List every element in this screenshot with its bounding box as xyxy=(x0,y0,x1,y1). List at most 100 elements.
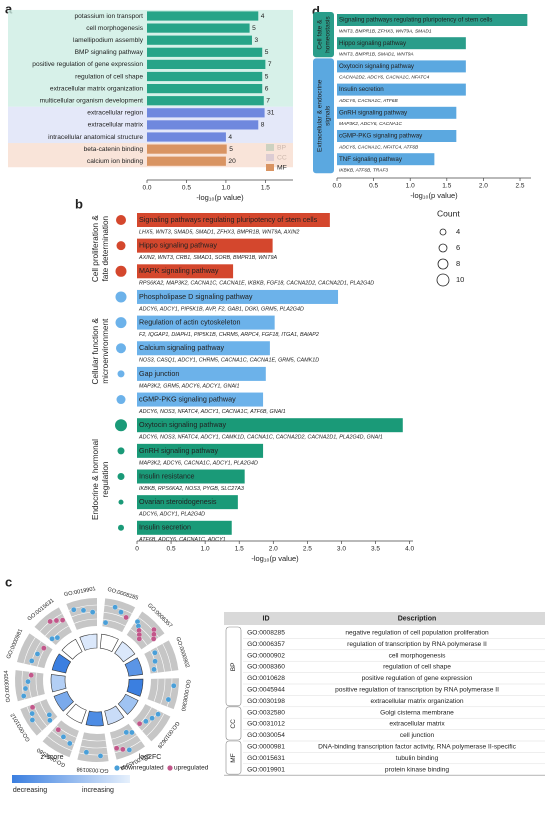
table-cell: Golgi cisterna membrane xyxy=(380,709,454,716)
group-box xyxy=(313,12,334,58)
table-cell: cell morphogenesis xyxy=(389,652,447,659)
size-legend-label: 8 xyxy=(456,259,460,268)
term-sector xyxy=(77,732,109,762)
table-cell: GO:0006357 xyxy=(247,641,285,648)
count-label: 31 xyxy=(267,110,275,117)
sector-grid xyxy=(111,729,133,740)
legend-label: MF xyxy=(277,164,287,171)
gene-dot xyxy=(97,753,104,759)
bar xyxy=(147,84,263,94)
count-label: 5 xyxy=(265,49,269,56)
gene-dot xyxy=(165,696,172,703)
count-label: 5 xyxy=(265,73,269,80)
size-legend-label: 4 xyxy=(456,227,460,236)
pathway-label: Insulin secretion xyxy=(339,86,384,93)
term-sector xyxy=(20,699,58,736)
bar xyxy=(137,315,275,330)
count-label: 7 xyxy=(268,61,272,68)
bar xyxy=(137,289,339,304)
group-label: microenvironment xyxy=(101,318,110,384)
x-axis-label: -log₁₀(p value) xyxy=(251,554,299,563)
pathway-label: Signaling pathways regulating pluripoten… xyxy=(139,215,318,224)
gene-dot xyxy=(59,617,66,623)
size-legend-dot xyxy=(438,243,448,253)
bar xyxy=(337,106,457,119)
gene-dot xyxy=(120,746,126,753)
gene-dot xyxy=(152,649,158,656)
sector-grid xyxy=(71,611,98,618)
bar xyxy=(137,341,270,356)
count-label: 8 xyxy=(261,122,265,129)
term-sector xyxy=(147,678,179,710)
gene-list: ADCY6, NOS3, NFATC4, ADCY1, CACNA1C, ATF… xyxy=(138,409,286,415)
category-label: positive regulation of gene expression xyxy=(32,61,143,68)
pathway-label: Insulin secretion xyxy=(139,523,191,532)
bar xyxy=(147,11,259,21)
x-tick-label: 4.0 xyxy=(405,546,414,553)
bar xyxy=(147,132,226,142)
sector-grid xyxy=(44,619,66,637)
pathway-label: Gap junction xyxy=(139,369,179,378)
zscore-gradient xyxy=(12,775,130,783)
sector-grid xyxy=(141,710,159,732)
sector-grid xyxy=(35,672,39,696)
gene-dot xyxy=(55,726,62,733)
gene-list: ADCY6, CACNA1C, NFATC4, ATF6B xyxy=(338,144,419,150)
gene-list: ADCY6, ADCY1, PLA2G4D xyxy=(138,512,205,518)
panel-letter: b xyxy=(75,196,83,211)
sector-grid xyxy=(68,604,98,611)
legend-title: z-score xyxy=(41,754,64,761)
gene-dot xyxy=(149,715,155,721)
table-cell: extracellular matrix organization xyxy=(370,698,463,705)
gene-dot xyxy=(129,729,135,736)
x-tick-label: 3.0 xyxy=(337,546,346,553)
table-header xyxy=(224,612,545,625)
bar xyxy=(337,37,466,50)
sector-grid xyxy=(80,745,107,749)
pathway-label: Insulin resistance xyxy=(139,471,195,480)
table-group-cell xyxy=(225,740,242,775)
gene-list: RPS6KA2, MAP3K2, CACNA1C, CACNA1E, IKBKB… xyxy=(139,281,374,287)
table-cell: GO:0008285 xyxy=(247,629,285,636)
x-tick-label: 1.5 xyxy=(442,183,451,190)
table-cell: tubulin binding xyxy=(396,755,439,762)
zscore-cell xyxy=(61,638,83,660)
x-tick-label: 0 xyxy=(135,546,139,553)
size-legend-label: 6 xyxy=(456,243,460,252)
term-sector xyxy=(132,704,171,742)
term-sector xyxy=(109,723,145,760)
table-group-cell xyxy=(225,706,242,741)
sector-grid xyxy=(74,618,98,624)
bar xyxy=(137,418,403,433)
table-group-label: BP xyxy=(230,663,237,672)
gene-dot xyxy=(28,672,34,678)
bar xyxy=(137,264,234,279)
x-tick-label: 2.0 xyxy=(479,183,488,190)
x-axis-label: -log₁₀(p value) xyxy=(196,193,244,202)
sector-grid xyxy=(156,647,165,672)
x-tick-label: 0.0 xyxy=(332,183,341,190)
zscore-cell xyxy=(85,710,104,727)
bar xyxy=(147,96,264,106)
pathway-label: cGMP-PKG signaling pathway xyxy=(339,133,423,140)
gene-list: ADCY6, CACNA1C, ATF6B xyxy=(338,98,398,104)
pathway-label: Oxytocin signaling pathway xyxy=(139,420,227,429)
group-label: Cell proliferation & xyxy=(91,215,100,282)
gene-dot xyxy=(22,685,29,692)
gene-dot xyxy=(29,710,35,717)
zscore-cell xyxy=(126,678,144,697)
count-label: 4 xyxy=(228,134,232,141)
group-box xyxy=(313,58,334,174)
category-label: lamellipodium assembly xyxy=(73,37,144,44)
count-dot xyxy=(117,473,125,480)
count-dot xyxy=(116,395,126,405)
gene-dot xyxy=(71,606,77,613)
gene-list: AXIN2, WNT3, CRB1, SMAD1, SORB, BMPR1B, … xyxy=(138,255,277,261)
pathway-label: Signaling pathways regulating pluripoten… xyxy=(339,17,492,24)
table-group-label: CC xyxy=(230,719,237,729)
count-dot xyxy=(117,447,125,455)
zscore-cell xyxy=(50,674,67,693)
gene-list: MAP3K2, ADCY6, CACNA1C, ADCY1, PLA2G4D xyxy=(139,460,258,466)
pathway-label: Phospholipase D signaling pathway xyxy=(139,292,253,301)
